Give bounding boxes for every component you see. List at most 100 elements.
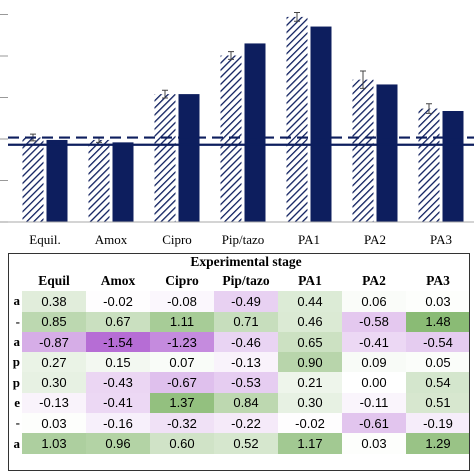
bar-hatched	[220, 55, 242, 222]
table-cell: -0.49	[214, 291, 278, 312]
bar-solid	[310, 26, 332, 223]
table-cell: 0.00	[342, 372, 406, 393]
data-table: Experimental stage Equil Amox Cipro Pip/taz…	[8, 253, 470, 454]
table-cell: 0.15	[86, 352, 150, 373]
table-cell: -0.46	[214, 331, 278, 353]
table-cell: 1.03	[22, 433, 86, 454]
table-cell: -0.41	[342, 331, 406, 353]
bar-solid	[112, 142, 134, 222]
table-cell: 0.71	[214, 311, 278, 332]
table-cell: 0.65	[278, 331, 342, 353]
row-label: p	[12, 354, 20, 370]
table-cell: -0.54	[406, 331, 470, 353]
x-tick-label: PA2	[364, 232, 386, 247]
table-cell: 0.21	[278, 372, 342, 393]
table-cell: 0.03	[342, 433, 406, 454]
table-cell: -1.54	[86, 331, 150, 353]
x-tick-label: Equil.	[29, 232, 60, 247]
y-axis-ticks	[0, 14, 8, 223]
bar-hatched	[352, 79, 374, 222]
table-row: -0.03 -0.16 -0.32 -0.22 -0.02 -0.61 -0.19	[8, 413, 470, 434]
table-row: -0.85 0.67 1.11 0.71 0.46 -0.58 1.48	[8, 311, 470, 332]
table-cell: 0.90	[278, 352, 342, 373]
table-cell: 0.03	[22, 413, 86, 434]
table-cell: 1.17	[278, 433, 342, 454]
table-cell: -0.53	[214, 372, 278, 393]
table-cell: 1.11	[150, 311, 214, 332]
table-cell: -1.23	[150, 331, 214, 353]
table-cell: 0.51	[406, 392, 470, 414]
table-cell: 0.03	[406, 291, 470, 312]
table-cell: 0.96	[86, 433, 150, 454]
reference-lines	[8, 136, 474, 146]
column-header: PA1	[298, 273, 322, 289]
table-cell: -0.22	[214, 413, 278, 434]
table-cell: 0.05	[406, 352, 470, 373]
error-bar	[360, 70, 366, 89]
row-label: p	[12, 374, 20, 390]
x-tick-label: PA3	[430, 232, 452, 247]
error-bar	[162, 89, 168, 99]
table-cell: -0.02	[278, 413, 342, 434]
column-header: PA3	[426, 273, 450, 289]
table-cell: 0.67	[86, 311, 150, 332]
table-cell: -0.13	[214, 352, 278, 373]
table-cell: 0.27	[22, 352, 86, 373]
bar-solid	[244, 43, 266, 222]
table-cell: 0.85	[22, 311, 86, 332]
column-header: Pip/tazo	[222, 273, 270, 289]
table-cell: -0.41	[86, 392, 150, 414]
error-bar	[294, 12, 300, 22]
table-cell: -0.19	[406, 413, 470, 434]
row-label: e	[14, 394, 20, 410]
table-cell: 0.52	[214, 433, 278, 454]
bar-chart-svg: Equil. Amox Cipro Pip/tazo PA1 PA2 PA3	[0, 12, 474, 247]
error-bar	[228, 51, 234, 60]
bar-hatched	[418, 108, 440, 222]
bar-hatched	[88, 139, 110, 222]
bar-solid	[442, 111, 464, 222]
bar-hatched	[154, 94, 176, 222]
table-row: a 1.03 0.96 0.60 0.52 1.17 0.03 1.29	[8, 433, 470, 454]
table-cell: -0.02	[86, 291, 150, 312]
table-row: a 0.38 -0.02 -0.08 -0.49 0.44 0.06 0.03	[8, 291, 470, 312]
table-cell: -0.61	[342, 413, 406, 434]
bar-solid	[376, 84, 398, 223]
table-cell: 0.60	[150, 433, 214, 454]
table-row: a -0.87 -1.54 -1.23 -0.46 0.65 -0.41 -0.54	[8, 331, 470, 353]
row-label: -	[15, 415, 20, 431]
x-axis-labels: Equil. Amox Cipro Pip/tazo PA1 PA2 PA3	[29, 232, 452, 247]
bar-solid	[46, 139, 68, 222]
row-label: a	[13, 334, 21, 350]
table-cell: 1.48	[406, 311, 470, 332]
table-cell: -0.11	[342, 392, 406, 414]
x-tick-label: Cipro	[162, 232, 192, 247]
table-cell: 0.09	[342, 352, 406, 373]
table-cell: 0.30	[278, 392, 342, 414]
table-title: Experimental stage	[190, 254, 302, 269]
row-label: -	[15, 313, 20, 329]
correlation-table: Experimental stage Equil Amox Cipro Pip/taz…	[0, 250, 474, 474]
table-cell: -0.08	[150, 291, 214, 312]
x-tick-label: PA1	[298, 232, 320, 247]
bars	[8, 12, 474, 223]
table-body: a 0.38 -0.02 -0.08 -0.49 0.44 0.06 0.03-0.85 0.6…	[8, 291, 470, 454]
table-cell: -0.13	[22, 392, 86, 414]
table-cell: 0.38	[22, 291, 86, 312]
row-label: a	[13, 435, 21, 451]
table-row: e -0.13 -0.41 1.37 0.84 0.30 -0.11 0.51	[8, 392, 470, 414]
table-cell: 0.46	[278, 311, 342, 332]
x-tick-label: Pip/tazo	[222, 232, 265, 247]
table-header-row: Equil Amox Cipro Pip/tazo PA1 PA2 PA3	[8, 271, 470, 291]
table-cell: 0.84	[214, 392, 278, 414]
bar-chart: Equil. Amox Cipro Pip/tazo PA1 PA2 PA3	[0, 12, 474, 247]
table-cell: 0.06	[342, 291, 406, 312]
column-header: Amox	[100, 273, 136, 289]
column-header: Cipro	[165, 273, 199, 289]
table-cell: -0.67	[150, 372, 214, 393]
table-cell: 0.54	[406, 372, 470, 393]
table-cell: -0.32	[150, 413, 214, 434]
table-cell: 0.07	[150, 352, 214, 373]
x-tick-label: Amox	[95, 232, 128, 247]
bar-hatched	[22, 137, 44, 222]
